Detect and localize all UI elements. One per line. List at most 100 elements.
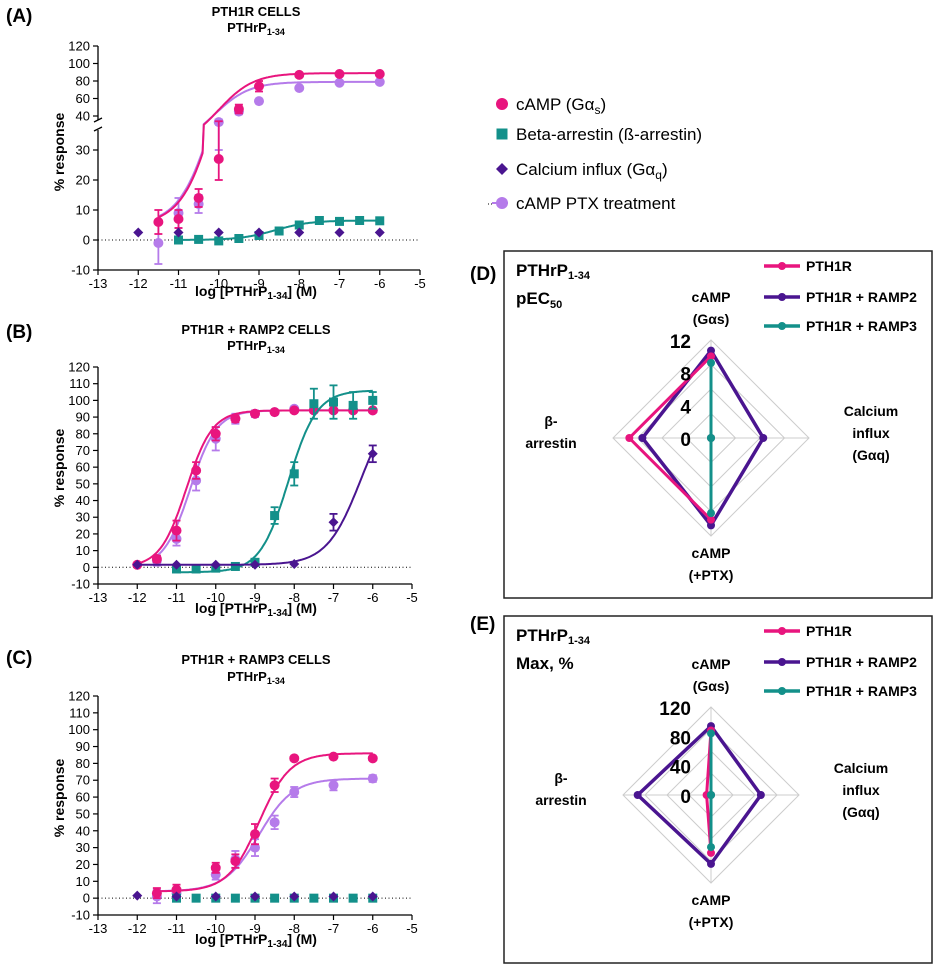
radar-legend-marker <box>778 627 786 635</box>
y-tick-label: 100 <box>68 56 90 71</box>
ptx-data-point <box>294 83 305 93</box>
x-tick-label: -8 <box>288 921 300 936</box>
ptx-data-point <box>334 77 345 88</box>
calcium-data-point <box>328 517 339 528</box>
camp-data-point <box>328 751 339 762</box>
y-tick-label: 0 <box>83 560 90 575</box>
arrestin-data-point <box>174 235 183 245</box>
camp-fit-curve <box>157 72 380 219</box>
camp-data-point <box>171 884 182 895</box>
ramp2-radar-point <box>707 859 715 868</box>
calcium-data-point <box>254 227 264 238</box>
ramp3-radar-point <box>707 729 715 738</box>
camp-radar-point <box>707 848 715 857</box>
panel-b-title: PTH1R + RAMP2 CELLS <box>181 322 330 337</box>
ramp2-radar-point <box>756 791 765 799</box>
calcium-data-point <box>210 891 221 902</box>
calcium-data-point <box>374 227 385 238</box>
radar-ring-label: 0 <box>680 787 691 808</box>
radar-axis-label: (Gαq) <box>852 447 889 463</box>
y-tick-label: 30 <box>76 143 90 158</box>
y-tick-label: 60 <box>76 460 90 475</box>
panel-e-title-1: PTHrP1-34 <box>516 626 591 647</box>
calcium-data-point <box>289 558 300 569</box>
camp-radar-point <box>707 352 715 361</box>
panel-a-xlabel: log [PTHrP1-34] (M) <box>195 283 317 302</box>
radar-legend-label: PTH1R <box>806 623 852 639</box>
camp-data-point <box>230 413 241 424</box>
radar-ring-label: 120 <box>659 699 691 720</box>
camp-data-point <box>191 465 202 476</box>
camp-data-point <box>250 408 260 419</box>
radar-axis-label: (Gαs) <box>693 678 730 694</box>
camp-series <box>153 69 385 235</box>
panel-a: (A) PTH1R CELLS PTHrP1-34 % response log… <box>6 4 317 302</box>
calcium-data-point <box>210 559 221 570</box>
ptx-data-point <box>254 96 264 107</box>
radar-axis-label: (Gαq) <box>842 804 879 820</box>
arrestin-data-point <box>309 893 319 903</box>
panel-b-xlabel: log [PTHrP1-34] (M) <box>195 600 317 619</box>
camp-data-point <box>289 405 300 416</box>
panel-c-subtitle: PTHrP1-34 <box>227 669 285 686</box>
camp-data-point <box>374 69 385 79</box>
calcium-fit-curve <box>137 450 374 566</box>
x-tick-label: -13 <box>89 921 108 936</box>
ramp3-radar-point <box>707 358 715 367</box>
radar-axis-label: cAMP <box>692 656 731 672</box>
ptx-series <box>151 773 378 905</box>
y-tick-label: 50 <box>76 476 90 491</box>
camp-data-point <box>151 553 162 564</box>
panel-a-ylabel: % response <box>51 112 67 191</box>
y-tick-label: 10 <box>76 203 90 218</box>
radar-legend-label: PTH1R + RAMP3 <box>806 318 917 334</box>
x-tick-label: -12 <box>128 590 147 605</box>
arrestin-data-point <box>375 216 385 226</box>
ptx-data-point <box>289 787 300 798</box>
calcium-data-point <box>328 891 339 902</box>
legend-label-ptx: cAMP PTX treatment <box>516 194 676 213</box>
camp-data-point <box>193 193 204 203</box>
radar-legend-label: PTH1R + RAMP2 <box>806 654 917 670</box>
panel-e-letter: (E) <box>470 614 495 635</box>
x-tick-label: -12 <box>128 921 147 936</box>
x-tick-label: -11 <box>170 276 188 291</box>
arrestin-data-point <box>194 234 204 244</box>
y-axis-break-mark <box>93 126 103 132</box>
ramp3-radar-point <box>707 843 715 852</box>
ptx-fit-curve <box>157 80 380 218</box>
panel-d-frame <box>503 250 933 599</box>
y-tick-label: 30 <box>76 510 90 525</box>
radar-ring-label: 40 <box>670 758 691 779</box>
radar-axis-label: arrestin <box>525 435 576 451</box>
y-tick-label: 50 <box>76 806 90 821</box>
panel-e-title-2: Max, % <box>516 654 574 673</box>
arrestin-series <box>172 893 378 903</box>
arrestin-data-point <box>309 399 319 409</box>
y-tick-label: 0 <box>83 233 90 248</box>
calcium-data-point <box>294 227 305 238</box>
legend-label-calcium: Calcium influx (Gαq) <box>516 160 668 182</box>
y-tick-label: 110 <box>69 705 90 720</box>
ptx-data-point <box>374 76 385 87</box>
camp-data-point <box>233 104 244 114</box>
y-tick-label: 120 <box>68 39 90 54</box>
legend-calcium-marker <box>496 163 508 175</box>
panel-e: (E) PTHrP1-34 Max, % <box>470 614 933 964</box>
x-tick-label: -7 <box>328 590 340 605</box>
y-tick-label: 90 <box>76 739 90 754</box>
x-tick-label: -9 <box>253 276 265 291</box>
radar-legend-marker <box>778 322 786 330</box>
panel-d-radar: 0 4 8 12 cAMP (Gαs) Calcium influx (Gαq) cAMP (+PT… <box>525 258 917 583</box>
x-tick-label: -9 <box>249 921 261 936</box>
ptx-fit-curve <box>156 777 373 893</box>
arrestin-data-point <box>314 216 324 225</box>
arrestin-data-point <box>191 893 201 903</box>
main-legend-markers <box>492 98 508 209</box>
legend-label-arrestin: Beta-arrestin (ß-arrestin) <box>516 125 702 144</box>
calcium-data-point <box>367 448 378 459</box>
x-tick-label: -13 <box>89 276 108 291</box>
calcium-data-point <box>250 559 260 570</box>
radar-axis-label: β- <box>554 770 568 786</box>
